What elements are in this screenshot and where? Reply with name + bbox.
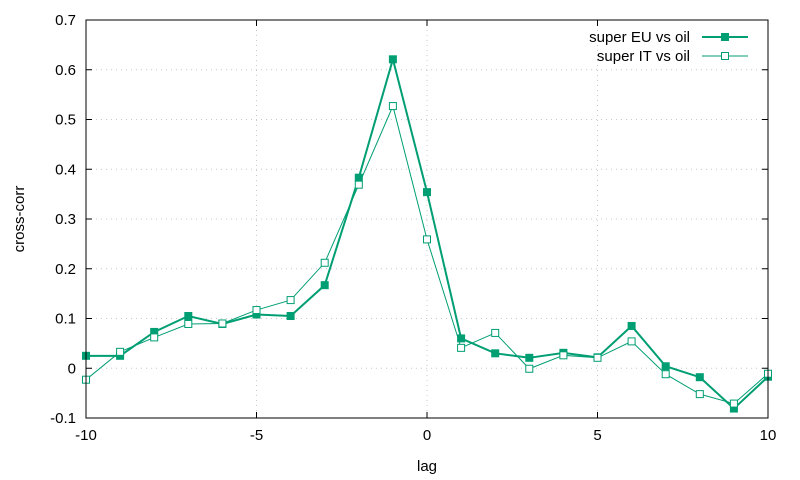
data-point: [150, 327, 159, 336]
series-super-eu-vs-oil: [82, 55, 772, 413]
data-point: [491, 328, 500, 337]
series-layer: [82, 55, 772, 413]
series-line: [86, 55, 769, 410]
data-point: [457, 334, 466, 343]
data-point: [252, 310, 261, 319]
data-point: [491, 349, 500, 358]
y-tick-label: 0.6: [55, 62, 76, 79]
data-point: [695, 390, 704, 399]
data-point: [525, 364, 534, 373]
legend-marker: [721, 52, 729, 60]
y-tick-label: 0.3: [55, 211, 76, 228]
legend-entry: super EU vs oil: [589, 29, 748, 46]
legend: super EU vs oil super IT vs oil: [589, 29, 748, 65]
y-axis-label: cross-corr: [11, 186, 28, 253]
legend-entry: super IT vs oil: [597, 48, 748, 65]
x-tick-label: 5: [593, 427, 601, 444]
y-tick-label: 0.4: [55, 161, 76, 178]
axis-ticks: -10 -5 0 5 10 -0.1 0 0.1 0.2 0.3 0.4 0.5 0.6 0.7: [50, 12, 776, 444]
data-point: [218, 319, 227, 328]
data-point: [320, 258, 329, 267]
grid: [86, 20, 768, 418]
data-point: [286, 312, 295, 321]
x-tick-label: -5: [250, 427, 263, 444]
data-point: [184, 319, 193, 328]
data-point: [661, 362, 670, 371]
data-point: [559, 351, 568, 360]
y-tick-label: 0.2: [55, 261, 76, 278]
y-tick-label: 0.7: [55, 12, 76, 29]
x-tick-label: 0: [423, 427, 431, 444]
data-point: [627, 337, 636, 346]
x-tick-label: 10: [760, 427, 777, 444]
data-point: [184, 312, 193, 321]
legend-label: super IT vs oil: [597, 48, 690, 65]
x-tick-label: -10: [75, 427, 97, 444]
y-tick-label: 0.5: [55, 112, 76, 129]
y-tick-label: 0: [68, 360, 76, 377]
legend-marker: [721, 33, 729, 41]
x-axis-label: lag: [417, 458, 437, 475]
data-point: [695, 373, 704, 382]
data-point: [150, 333, 159, 342]
data-point: [252, 306, 261, 315]
data-point: [627, 321, 636, 330]
series-super-it-vs-oil: [82, 102, 772, 408]
data-point: [423, 188, 431, 197]
data-point: [388, 102, 397, 111]
legend-label: super EU vs oil: [589, 29, 690, 46]
data-point: [423, 235, 431, 244]
data-point: [661, 370, 670, 379]
data-point: [388, 55, 397, 64]
data-point: [116, 347, 125, 356]
data-point: [457, 343, 466, 352]
data-point: [593, 353, 602, 362]
data-point: [729, 404, 738, 413]
data-point: [354, 180, 363, 189]
data-point: [354, 173, 363, 182]
y-tick-label: 0.1: [55, 311, 76, 328]
y-tick-label: -0.1: [50, 410, 76, 427]
data-point: [286, 296, 295, 305]
data-point: [320, 281, 329, 290]
data-point: [729, 399, 738, 408]
data-point: [525, 353, 534, 362]
